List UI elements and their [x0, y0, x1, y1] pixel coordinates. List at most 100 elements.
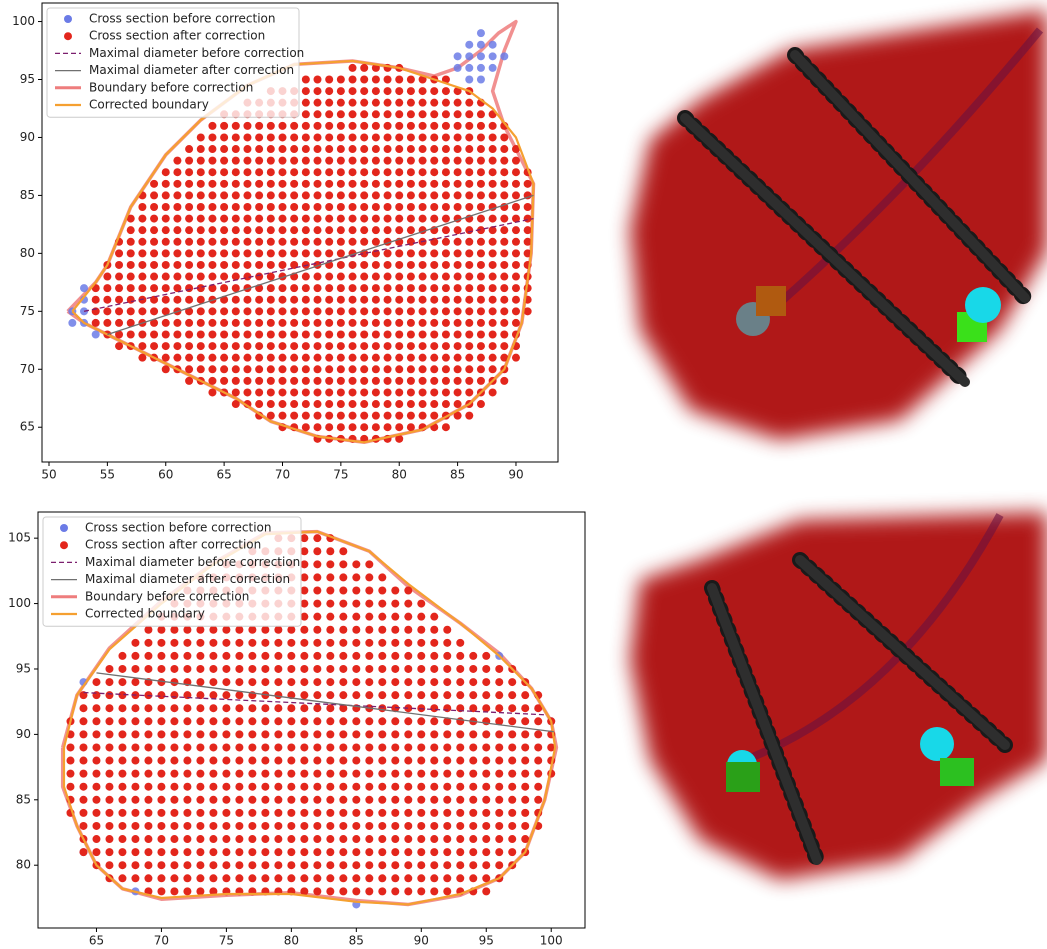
- point: [337, 388, 345, 396]
- point: [118, 717, 126, 725]
- point: [482, 822, 490, 830]
- point: [162, 249, 170, 257]
- point: [508, 770, 516, 778]
- x-tick-label: 65: [89, 934, 104, 948]
- point: [417, 809, 425, 817]
- point: [222, 835, 230, 843]
- point: [443, 848, 451, 856]
- point: [395, 354, 403, 362]
- point: [365, 573, 373, 581]
- point: [313, 743, 321, 751]
- point: [454, 180, 462, 188]
- point: [287, 848, 295, 856]
- point: [185, 157, 193, 165]
- point: [407, 354, 415, 362]
- point: [150, 203, 158, 211]
- point: [337, 145, 345, 153]
- point: [508, 730, 516, 738]
- point: [267, 388, 275, 396]
- point: [352, 691, 360, 699]
- point: [300, 757, 308, 765]
- point: [395, 273, 403, 281]
- point: [477, 331, 485, 339]
- point: [92, 691, 100, 699]
- point: [500, 133, 508, 141]
- point: [144, 822, 152, 830]
- point: [278, 145, 286, 153]
- point: [521, 743, 529, 751]
- point: [131, 874, 139, 882]
- point: [232, 133, 240, 141]
- point: [243, 377, 251, 385]
- point: [162, 191, 170, 199]
- point: [500, 226, 508, 234]
- point: [534, 757, 542, 765]
- point: [430, 157, 438, 165]
- point: [300, 665, 308, 673]
- point: [197, 354, 205, 362]
- point: [391, 835, 399, 843]
- point: [442, 110, 450, 118]
- point: [290, 400, 298, 408]
- point: [378, 861, 386, 869]
- point: [150, 249, 158, 257]
- point: [339, 757, 347, 765]
- point: [170, 770, 178, 778]
- point: [162, 331, 170, 339]
- point: [378, 573, 386, 581]
- point: [220, 145, 228, 153]
- point: [360, 388, 368, 396]
- point: [105, 770, 113, 778]
- point: [477, 203, 485, 211]
- point: [419, 331, 427, 339]
- point: [105, 822, 113, 830]
- point: [235, 743, 243, 751]
- point: [138, 249, 146, 257]
- point: [157, 743, 165, 751]
- point: [138, 342, 146, 350]
- point: [235, 757, 243, 765]
- point: [278, 191, 286, 199]
- point: [360, 145, 368, 153]
- point: [524, 180, 532, 188]
- point: [170, 835, 178, 843]
- point: [287, 743, 295, 751]
- point: [313, 783, 321, 791]
- point: [208, 203, 216, 211]
- point: [384, 133, 392, 141]
- point: [183, 887, 191, 895]
- point: [197, 307, 205, 315]
- point: [430, 626, 438, 634]
- point: [512, 249, 520, 257]
- point: [339, 783, 347, 791]
- point: [150, 191, 158, 199]
- y-tick-label: 100: [12, 14, 35, 28]
- point: [79, 757, 87, 765]
- point: [248, 796, 256, 804]
- point: [290, 122, 298, 130]
- point: [267, 365, 275, 373]
- point: [430, 783, 438, 791]
- point: [232, 284, 240, 292]
- point: [274, 848, 282, 856]
- point: [232, 388, 240, 396]
- point: [314, 145, 322, 153]
- point: [222, 757, 230, 765]
- point: [430, 145, 438, 153]
- point: [300, 743, 308, 751]
- point: [287, 809, 295, 817]
- point: [131, 639, 139, 647]
- point: [378, 887, 386, 895]
- point: [326, 783, 334, 791]
- point: [173, 157, 181, 165]
- point: [300, 809, 308, 817]
- point: [395, 400, 403, 408]
- point: [300, 835, 308, 843]
- point: [144, 874, 152, 882]
- point: [391, 822, 399, 830]
- point: [170, 665, 178, 673]
- point: [183, 704, 191, 712]
- point: [261, 848, 269, 856]
- point: [232, 296, 240, 304]
- point: [209, 717, 217, 725]
